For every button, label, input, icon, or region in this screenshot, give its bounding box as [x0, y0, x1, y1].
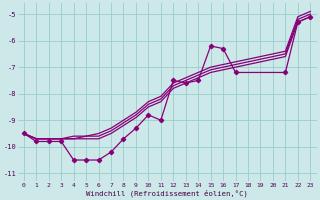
X-axis label: Windchill (Refroidissement éolien,°C): Windchill (Refroidissement éolien,°C): [86, 189, 248, 197]
